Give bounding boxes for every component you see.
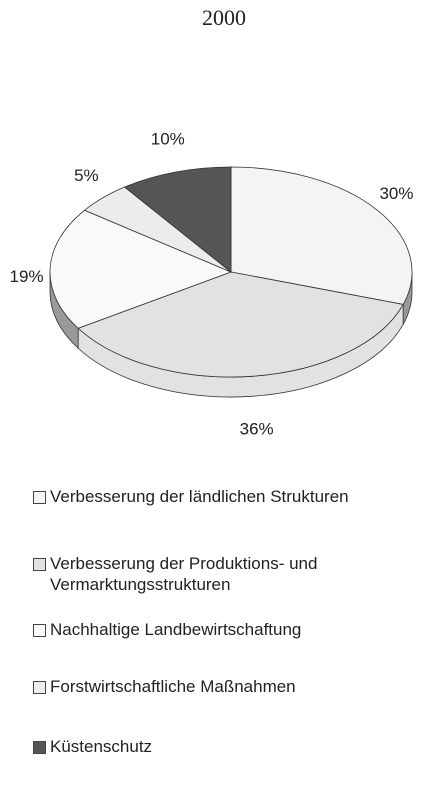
legend-item: Küstenschutz (33, 736, 423, 757)
data-label: 30% (379, 184, 413, 203)
pie-tops (49, 166, 413, 378)
data-label: 19% (10, 267, 44, 286)
legend-item: Verbesserung der ländlichen Strukturen (33, 486, 423, 507)
legend-item: Nachhaltige Landbewirtschaftung (33, 619, 423, 640)
legend-swatch (33, 741, 46, 754)
legend-item: Forstwirtschaftliche Maßnahmen (33, 676, 423, 697)
data-label: 10% (151, 130, 185, 149)
legend-swatch (33, 681, 46, 694)
data-label: 5% (74, 166, 99, 185)
chart-title: 2000 (202, 5, 246, 30)
legend-label: Forstwirtschaftliche Maßnahmen (50, 677, 296, 696)
legend-swatch (33, 491, 46, 504)
legend-item: Verbesserung der Produktions- und Vermar… (33, 553, 423, 595)
legend-label: Nachhaltige Landbewirtschaftung (50, 620, 302, 639)
legend-label: Verbesserung der Produktions- und Vermar… (50, 554, 318, 594)
data-label: 36% (240, 419, 274, 438)
legend-label: Verbesserung der ländlichen Strukturen (50, 487, 349, 506)
legend-label: Küstenschutz (50, 737, 153, 756)
legend-swatch (33, 624, 46, 637)
pie-slice (230, 166, 413, 305)
pie-slice (123, 166, 232, 273)
pie-slice (49, 209, 233, 329)
legend-swatch (33, 558, 46, 571)
chart: 2000 30% 36% 19% 5% 10% (10, 5, 414, 438)
pie-slice (77, 271, 404, 378)
